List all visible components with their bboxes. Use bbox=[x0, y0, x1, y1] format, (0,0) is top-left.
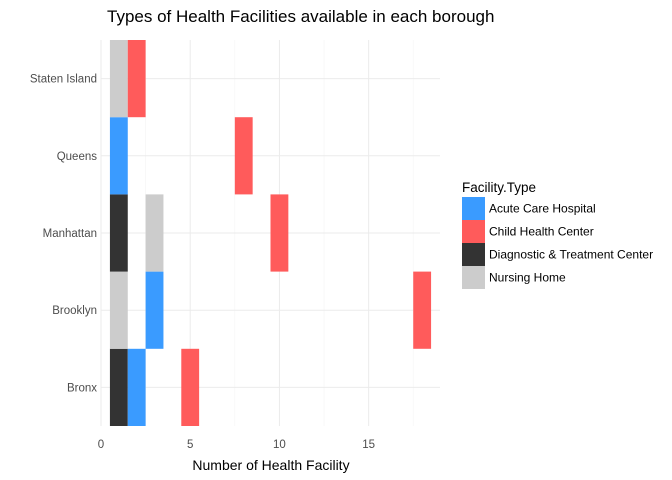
y-tick-label: Manhattan bbox=[43, 228, 97, 240]
bar-bronx bbox=[181, 348, 200, 426]
chart-title: Types of Health Facilities available in … bbox=[107, 7, 494, 26]
x-tick-labels: 0 5 10 15 bbox=[98, 439, 375, 451]
y-tick-label: Staten Island bbox=[30, 74, 97, 86]
legend-label: Nursing Home bbox=[489, 271, 566, 285]
y-tick-label: Bronx bbox=[67, 382, 97, 394]
legend-label: Acute Care Hospital bbox=[489, 202, 596, 216]
bar-bronx bbox=[127, 348, 146, 426]
legend-swatch bbox=[462, 220, 485, 243]
legend-swatch bbox=[462, 197, 485, 220]
legend-label: Child Health Center bbox=[489, 225, 594, 239]
bars-layer bbox=[109, 40, 432, 426]
bar-manhattan bbox=[109, 194, 128, 272]
y-tick-label: Queens bbox=[57, 151, 98, 163]
legend-label: Diagnostic & Treatment Center bbox=[489, 248, 653, 262]
legend-title: Facility.Type bbox=[462, 180, 536, 195]
legend: Facility.Type Acute Care Hospital Child H… bbox=[462, 180, 653, 289]
bar-brooklyn bbox=[145, 271, 164, 349]
bar-manhattan bbox=[270, 194, 289, 272]
legend-swatch bbox=[462, 243, 485, 266]
x-tick-label: 5 bbox=[187, 439, 193, 451]
x-tick-label: 0 bbox=[98, 439, 104, 451]
x-axis-label: Number of Health Facility bbox=[192, 457, 349, 473]
bar-brooklyn bbox=[109, 271, 128, 349]
x-tick-label: 10 bbox=[273, 439, 286, 451]
y-tick-label: Brooklyn bbox=[52, 305, 97, 317]
y-tick-labels: Bronx Brooklyn Manhattan Queens Staten Islan… bbox=[30, 74, 97, 395]
bar-manhattan bbox=[145, 194, 164, 272]
x-tick-label: 15 bbox=[362, 439, 375, 451]
bar-queens bbox=[109, 117, 128, 195]
bar-queens bbox=[234, 117, 253, 195]
bar-staten-island bbox=[109, 40, 128, 118]
bar-bronx bbox=[109, 348, 128, 426]
legend-swatch bbox=[462, 266, 485, 289]
bar-brooklyn bbox=[413, 271, 432, 349]
bar-staten-island bbox=[127, 40, 146, 118]
